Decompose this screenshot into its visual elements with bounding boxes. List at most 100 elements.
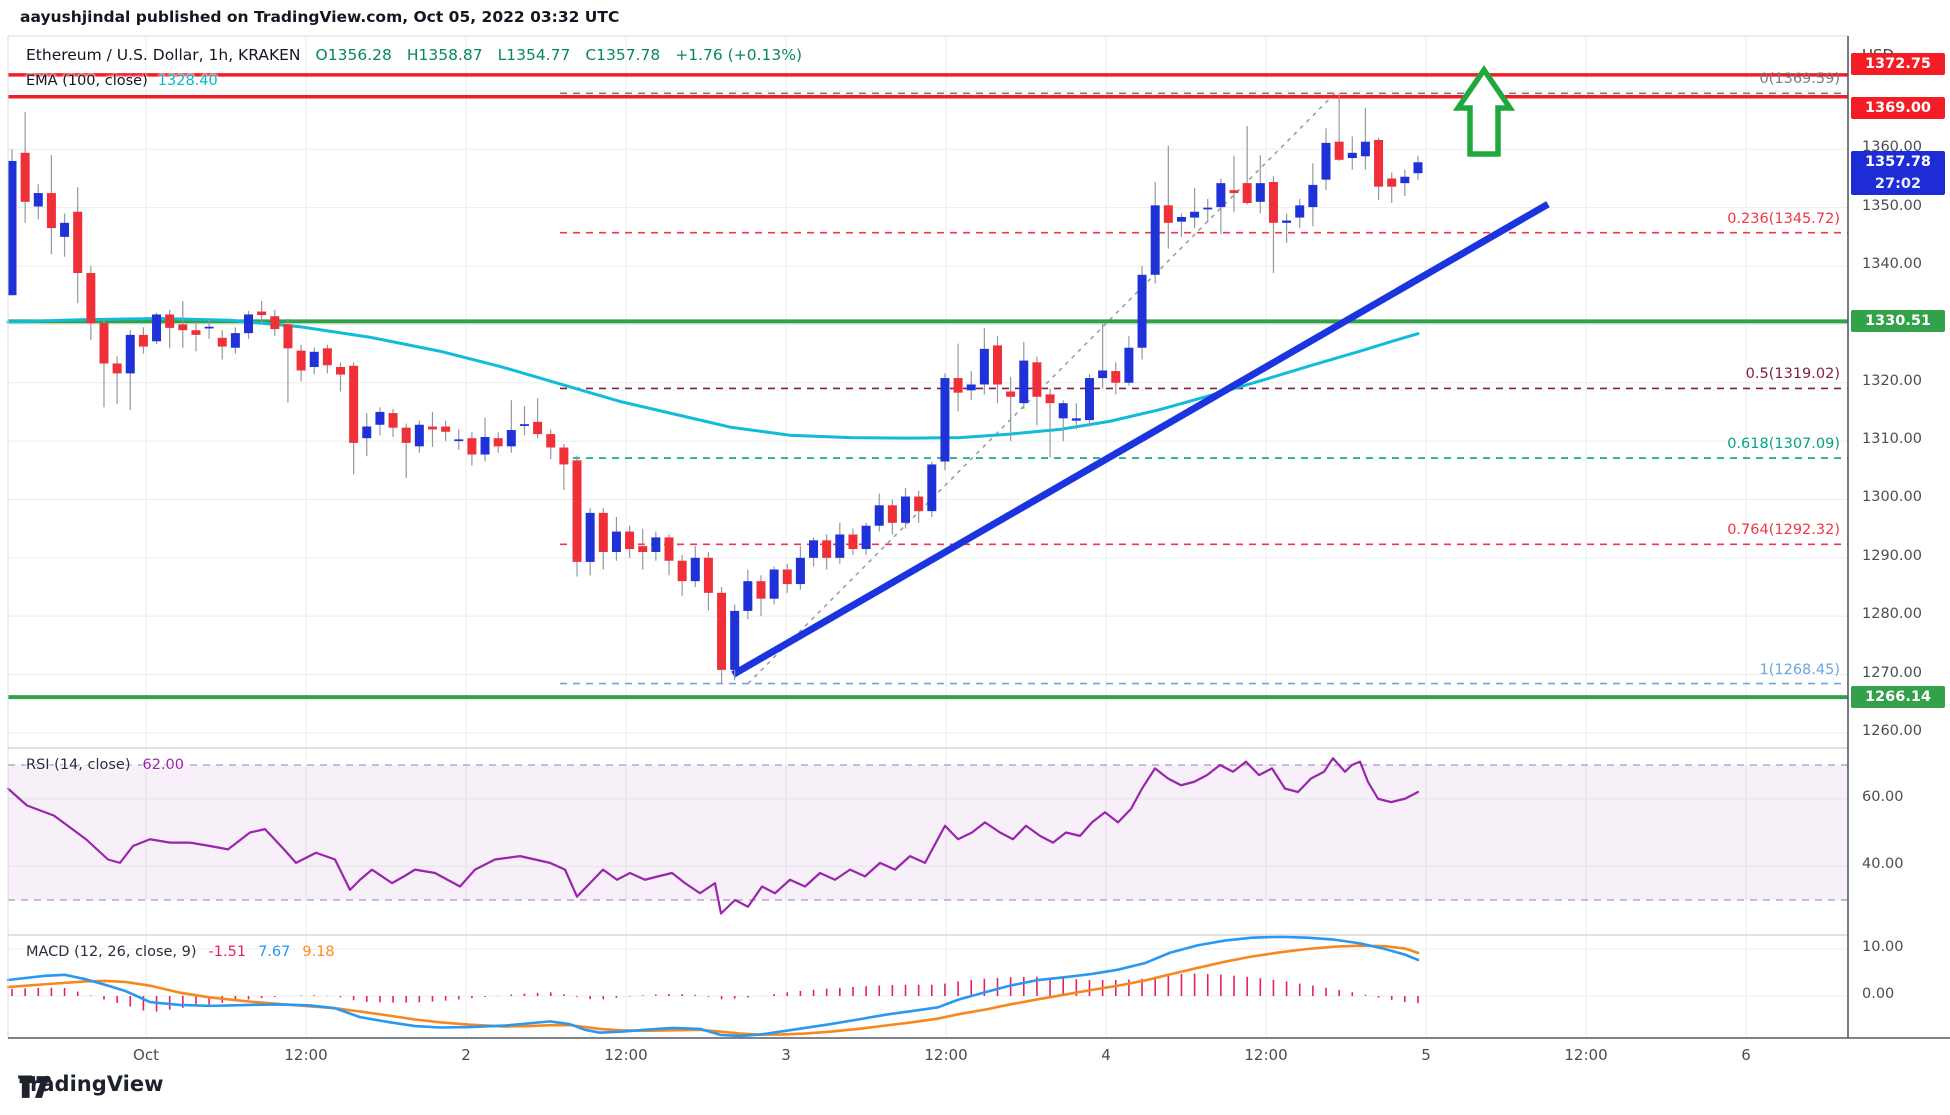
price-tick-label[interactable]: 1300.00 [1862,489,1922,506]
macd-tick-label[interactable]: 10.00 [1862,939,1904,955]
candle-down [112,363,122,374]
time-tick-label[interactable]: 12:00 [604,1046,648,1064]
ema-label[interactable]: EMA (100, close) [26,73,148,89]
candle-up [1098,370,1108,379]
candle-up [769,569,779,599]
price-tick-label[interactable]: 1280.00 [1862,606,1922,623]
candle-up [1255,183,1265,202]
up-arrow-annotation [1452,65,1516,157]
price-tick-label[interactable]: 1340.00 [1862,256,1922,273]
candle-down [1374,139,1384,187]
candle-down [703,557,713,593]
time-tick-label[interactable]: 12:00 [1564,1046,1608,1064]
candle-down [86,273,96,324]
candle-up [1190,211,1200,218]
candle-down [598,512,608,552]
candle-down [664,537,674,561]
rsi-band [8,765,1848,900]
candle-down [73,211,83,274]
tradingview-logo-icon [19,1075,51,1098]
time-tick-label[interactable]: Oct [133,1046,159,1064]
candle-down [677,560,687,582]
fib-level-label: 1(1268.45) [1759,661,1840,678]
candle-up [690,557,700,582]
ema-legend: EMA (100, close) 1328.40 [26,73,218,89]
fib-level-label: 0.618(1307.09) [1727,436,1840,453]
candle-down [178,324,188,331]
ohlc-close: C1357.78 [585,46,661,64]
price-tick-label[interactable]: 1350.00 [1862,197,1922,214]
time-tick-label[interactable]: 12:00 [284,1046,328,1064]
candle-up [244,314,254,334]
price-tick-label[interactable]: 1310.00 [1862,431,1922,448]
rsi-tick-label[interactable]: 40.00 [1862,856,1904,873]
candle-down [756,581,766,599]
candle-down [191,330,201,335]
time-tick-label[interactable]: 3 [781,1046,791,1064]
candle-up [230,333,240,348]
candle-up [480,437,490,455]
candle-up [375,411,385,425]
candle-up [940,378,950,462]
tradingview-logo[interactable]: TradingView [18,1072,163,1098]
candle-down [401,427,411,443]
candle-up [1321,142,1331,180]
macd-line [6,935,1420,1038]
candle-up [1308,184,1318,208]
time-tick-label[interactable]: 2 [461,1046,471,1064]
time-tick-label[interactable]: 12:00 [1244,1046,1288,1064]
symbol-title[interactable]: Ethereum / U.S. Dollar, 1h, KRAKEN [26,46,301,64]
candle-down [165,314,175,328]
candle-down [953,378,963,393]
candle-down [717,592,727,670]
candle-up [506,430,516,447]
candle-down [99,323,109,364]
candle-up [125,334,135,374]
price-tick-label[interactable]: 1290.00 [1862,547,1922,564]
candle-up [979,348,989,385]
candle-down [1334,141,1344,160]
fib-level-label: 0(1369.59) [1759,71,1840,88]
price-tick-label[interactable]: 1260.00 [1862,722,1922,739]
macd-hist-value: -1.51 [208,944,247,960]
price-tick-label[interactable]: 1320.00 [1862,372,1922,389]
candle-down [217,337,227,347]
published-header: aayushjindal published on TradingView.co… [20,8,620,26]
resistance-price-badge: 1372.75 [1851,52,1945,75]
candle-up [152,314,162,342]
time-tick-label[interactable]: 12:00 [924,1046,968,1064]
time-tick-label[interactable]: 5 [1421,1046,1431,1064]
candle-down [914,496,924,512]
candle-up [901,496,911,523]
last-price-value: 1357.78 [1864,154,1932,171]
candle-up [809,540,819,558]
ohlc-low: L1354.77 [497,46,571,64]
candle-up [1203,207,1213,210]
macd-tick-label[interactable]: 0.00 [1862,986,1895,1002]
time-tick-label[interactable]: 6 [1741,1046,1751,1064]
support-price-badge: 1330.51 [1851,310,1945,333]
price-tick-label[interactable]: 1270.00 [1862,664,1922,681]
rsi-tick-label[interactable]: 60.00 [1862,788,1904,805]
candle-up [861,525,871,550]
time-tick-label[interactable]: 4 [1101,1046,1111,1064]
candle-up [7,160,17,296]
rsi-label[interactable]: RSI (14, close) [26,757,131,773]
macd-legend: MACD (12, 26, close, 9) -1.51 7.67 9.18 [26,944,335,960]
candle-up [1282,220,1292,223]
candle-down [625,531,635,550]
candle-up [1176,216,1186,222]
fib-level-label: 0.236(1345.72) [1727,210,1840,227]
fib-level-label: 0.5(1319.02) [1745,366,1840,383]
candle-up [1400,176,1410,184]
candle-down [349,365,359,443]
macd-label[interactable]: MACD (12, 26, close, 9) [26,944,197,960]
rsi-value: 62.00 [142,757,185,773]
candle-down [1045,394,1055,404]
candle-up [1150,205,1160,275]
candle-down [887,505,897,523]
candle-down [638,546,648,552]
candle-down [559,447,569,465]
